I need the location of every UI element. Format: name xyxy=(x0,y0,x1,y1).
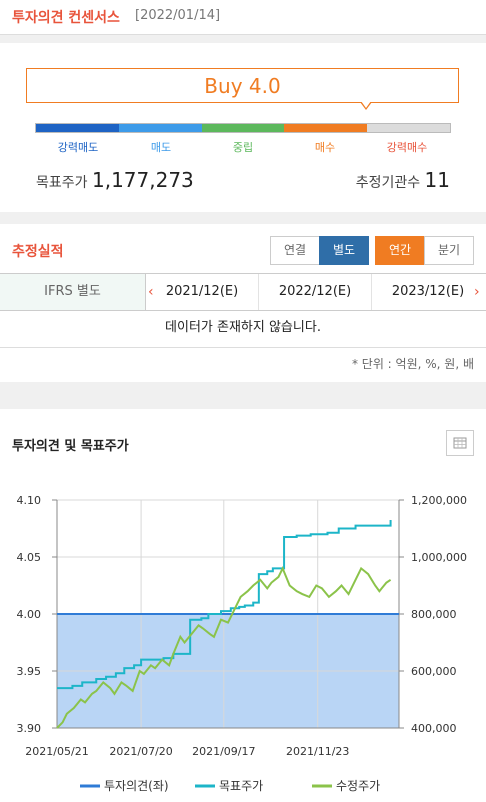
y-left-tick-label: 4.05 xyxy=(17,551,42,564)
scale-segment-sell xyxy=(118,124,202,132)
y-right-tick-label: 1,200,000 xyxy=(411,494,467,507)
column-divider xyxy=(258,274,259,310)
rating-box: Buy 4.0 xyxy=(26,68,459,103)
chart-title: 투자의견 및 목표주가 xyxy=(12,439,129,454)
tab-separate[interactable]: 별도 xyxy=(319,236,369,265)
target-price-label: 목표주가 xyxy=(36,175,88,191)
scale-label-sell: 매도 xyxy=(150,141,172,154)
ifrs-label: IFRS 별도 xyxy=(0,274,146,310)
x-tick-label: 2021/11/23 xyxy=(286,745,349,758)
y-left-tick-label: 3.90 xyxy=(17,722,42,735)
year-col-2021: 2021/12(E) xyxy=(165,284,239,299)
y-right-tick-label: 400,000 xyxy=(411,722,457,735)
scale-label-neutral: 중립 xyxy=(232,141,254,154)
chevron-right-icon[interactable]: › xyxy=(474,284,480,300)
legend-label: 목표주가 xyxy=(219,779,263,793)
scale-segment-buy xyxy=(284,124,368,132)
target-price: 목표주가 1,177,273 xyxy=(36,168,194,192)
section-title: 투자의견 컨센서스 xyxy=(12,10,120,26)
x-tick-label: 2021/07/20 xyxy=(109,745,172,758)
year-col-2023: 2023/12(E) xyxy=(391,284,465,299)
target-price-value: 1,177,273 xyxy=(91,168,194,192)
estimates-header-row: IFRS 별도 ‹ 2021/12(E) 2022/12(E) 2023/12(… xyxy=(0,273,486,311)
reference-date: [2022/01/14] xyxy=(135,8,221,23)
scale-label-strong-buy: 강력매수 xyxy=(386,141,428,154)
scale-segment-neutral xyxy=(201,124,285,132)
tab-quarterly[interactable]: 분기 xyxy=(424,236,474,265)
y-left-tick-label: 3.95 xyxy=(17,665,42,678)
analyst-count-label: 추정기관수 xyxy=(355,175,421,191)
legend-label: 투자의견(좌) xyxy=(104,779,169,793)
scale-segment-strong-sell xyxy=(36,124,119,132)
opinion-target-price-chart: 4.10 1,200,000 4.05 1,000,000 4.00 800,000 3.9… xyxy=(17,494,467,793)
table-icon[interactable] xyxy=(446,430,474,456)
estimates-title: 추정실적 xyxy=(12,244,64,260)
divider xyxy=(0,212,486,224)
scale-segment-strong-buy xyxy=(367,124,450,132)
series-line-target-price xyxy=(57,519,392,690)
series-line-adjusted-price xyxy=(56,565,392,729)
empty-message: 데이터가 존재하지 않습니다. xyxy=(0,311,486,348)
scale-label-buy: 매수 xyxy=(314,141,336,154)
y-left-tick-label: 4.10 xyxy=(17,494,42,507)
rating-pointer-inner xyxy=(361,101,371,108)
consensus-header: 투자의견 컨센서스 [2022/01/14] xyxy=(0,0,486,35)
column-divider xyxy=(371,274,372,310)
divider xyxy=(0,35,486,43)
y-left-tick-label: 4.00 xyxy=(17,608,42,621)
analyst-count-value: 11 xyxy=(424,168,450,192)
analyst-count: 추정기관수 11 xyxy=(356,168,450,192)
rating-scale-bar xyxy=(35,123,451,133)
divider xyxy=(0,382,486,409)
legend-label: 수정주가 xyxy=(336,779,380,793)
chevron-left-icon[interactable]: ‹ xyxy=(148,284,154,300)
x-tick-label: 2021/05/21 xyxy=(25,745,88,758)
y-right-tick-label: 800,000 xyxy=(411,608,457,621)
year-col-2022: 2022/12(E) xyxy=(278,284,352,299)
y-right-tick-label: 600,000 xyxy=(411,665,457,678)
unit-note: * 단위 : 억원, %, 원, 배 xyxy=(351,357,474,371)
tab-consolidated[interactable]: 연결 xyxy=(270,236,320,265)
x-tick-label: 2021/09/17 xyxy=(192,745,255,758)
tab-annual[interactable]: 연간 xyxy=(375,236,425,265)
scale-label-strong-sell: 강력매도 xyxy=(57,141,99,154)
table-icon-glyph xyxy=(453,437,467,449)
y-right-tick-label: 1,000,000 xyxy=(411,551,467,564)
